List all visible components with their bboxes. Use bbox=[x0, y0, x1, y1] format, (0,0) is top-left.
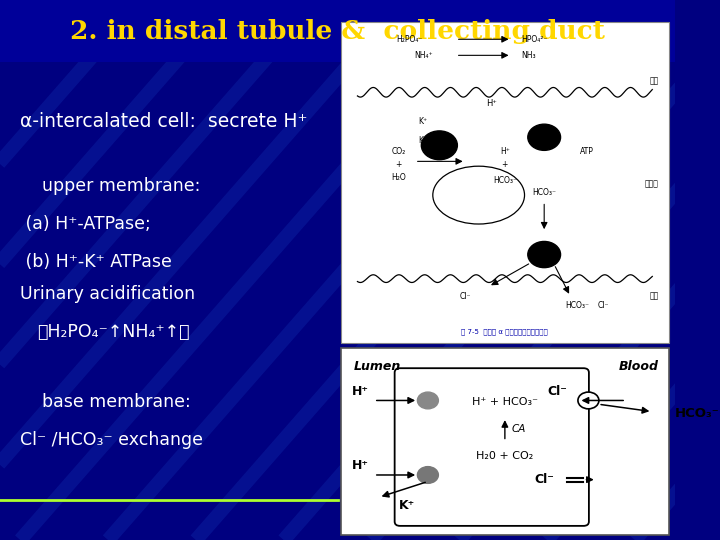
Text: base membrane:: base membrane: bbox=[20, 393, 191, 411]
Circle shape bbox=[578, 392, 599, 409]
Circle shape bbox=[418, 392, 438, 409]
Bar bbox=[341, 348, 669, 535]
Text: Cl⁻: Cl⁻ bbox=[598, 301, 609, 310]
Text: HCO₃⁻: HCO₃⁻ bbox=[565, 301, 589, 310]
Text: +: + bbox=[502, 160, 508, 169]
Text: upper membrane:: upper membrane: bbox=[20, 177, 201, 195]
Text: Blood: Blood bbox=[618, 360, 659, 374]
Text: H⁺: H⁺ bbox=[352, 459, 369, 472]
Text: H⁺: H⁺ bbox=[352, 384, 369, 397]
Text: （H₂PO₄⁻↑NH₄⁺↑）: （H₂PO₄⁻↑NH₄⁺↑） bbox=[37, 323, 189, 341]
Text: NH₄⁺: NH₄⁺ bbox=[414, 51, 433, 60]
Circle shape bbox=[421, 131, 457, 160]
Text: α-intercalated cell:  secrete H⁺: α-intercalated cell: secrete H⁺ bbox=[20, 112, 307, 131]
Text: (a) H⁺-ATPase;: (a) H⁺-ATPase; bbox=[20, 215, 151, 233]
Circle shape bbox=[418, 467, 438, 483]
Text: H⁺: H⁺ bbox=[500, 147, 510, 156]
Text: Cl⁻: Cl⁻ bbox=[534, 473, 554, 486]
Text: H₂PO₄⁻: H₂PO₄⁻ bbox=[397, 35, 423, 44]
Text: Cl⁻: Cl⁻ bbox=[547, 384, 567, 397]
Text: HCO₃⁻: HCO₃⁻ bbox=[493, 176, 517, 185]
Bar bbox=[341, 22, 669, 343]
Text: (b) H⁺-K⁺ ATPase: (b) H⁺-K⁺ ATPase bbox=[20, 253, 172, 271]
Bar bbox=[0, 0, 675, 62]
Text: HPO₄²⁻: HPO₄²⁻ bbox=[521, 35, 548, 44]
Text: Cl⁻: Cl⁻ bbox=[460, 292, 472, 301]
Text: K⁺: K⁺ bbox=[418, 117, 428, 126]
Text: Urinary acidification: Urinary acidification bbox=[20, 285, 195, 303]
Text: HCO₃⁻: HCO₃⁻ bbox=[675, 407, 720, 420]
Text: ATP: ATP bbox=[580, 147, 594, 156]
Text: 2. in distal tubule &  collecting duct: 2. in distal tubule & collecting duct bbox=[71, 19, 606, 44]
Text: H⁺ + HCO₃⁻: H⁺ + HCO₃⁻ bbox=[472, 397, 538, 407]
Text: Lumen: Lumen bbox=[354, 360, 402, 374]
Circle shape bbox=[528, 241, 561, 268]
Text: H₂0 + CO₂: H₂0 + CO₂ bbox=[476, 451, 534, 461]
Text: K⁺: K⁺ bbox=[418, 136, 428, 145]
Text: 管腔: 管腔 bbox=[649, 77, 659, 85]
Text: CA: CA bbox=[511, 424, 526, 434]
Text: +: + bbox=[395, 160, 402, 169]
Text: H₂O: H₂O bbox=[391, 173, 406, 182]
Text: 间缠胞: 间缠胞 bbox=[645, 179, 659, 188]
Circle shape bbox=[528, 124, 561, 150]
Text: 血浆: 血浆 bbox=[649, 292, 659, 301]
Text: H⁺: H⁺ bbox=[486, 99, 498, 109]
Text: CA: CA bbox=[437, 146, 448, 155]
Text: NH₃: NH₃ bbox=[521, 51, 536, 60]
Text: 图 7-5  集合管 α 间细胞泌氢保碱示意图: 图 7-5 集合管 α 间细胞泌氢保碱示意图 bbox=[462, 328, 548, 335]
Text: HCO₃⁻: HCO₃⁻ bbox=[532, 188, 556, 197]
Text: CO₂: CO₂ bbox=[391, 147, 405, 156]
Text: Cl⁻ /HCO₃⁻ exchange: Cl⁻ /HCO₃⁻ exchange bbox=[20, 431, 203, 449]
Text: K⁺: K⁺ bbox=[398, 499, 415, 512]
